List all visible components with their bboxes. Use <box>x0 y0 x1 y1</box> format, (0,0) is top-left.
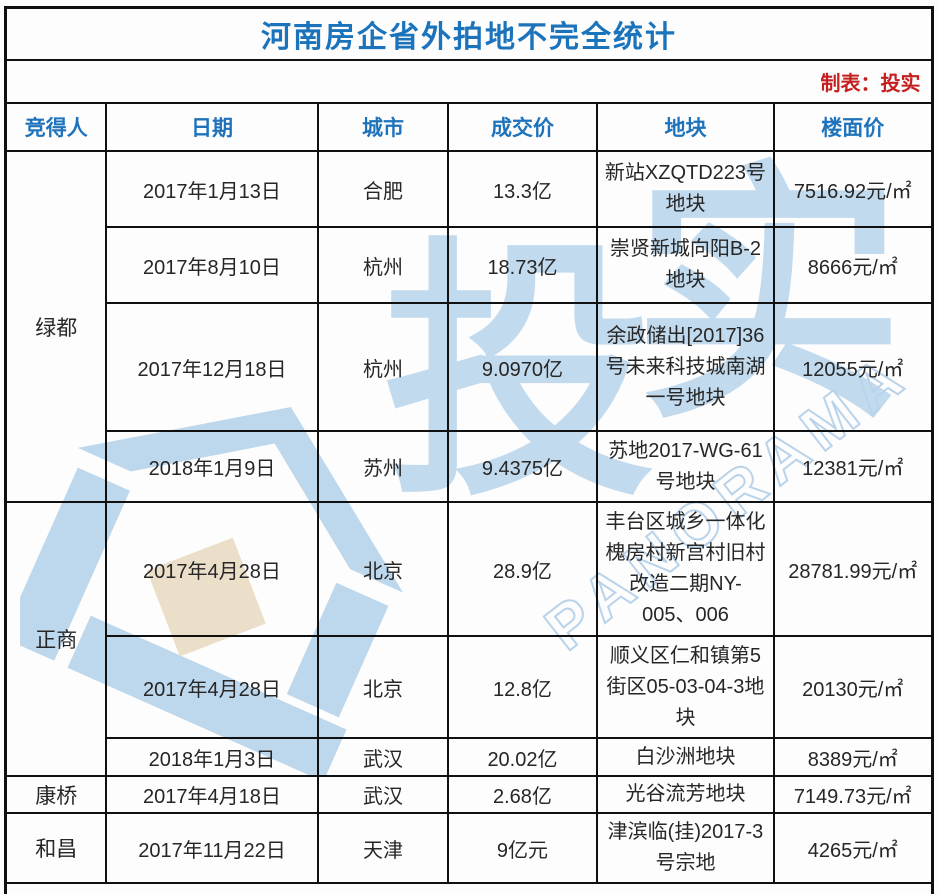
plot-cell: 光谷流芳地块 <box>595 775 775 814</box>
price-cell: 2.68亿 <box>446 775 598 814</box>
price-cell: 9.4375亿 <box>446 430 598 503</box>
col-header-floor-price: 楼面价 <box>772 102 934 152</box>
col-header-plot: 地块 <box>595 102 775 152</box>
table-row: 正商 2017年4月28日 北京 28.9亿 丰台区城乡一体化槐房村新宫村旧村改… <box>4 501 934 777</box>
floor-price-cell: 4265元/㎡ <box>772 812 934 884</box>
date-cell: 2017年12月18日 <box>104 302 319 432</box>
city-cell: 北京 <box>316 501 449 637</box>
floor-price-cell: 28781.99元/㎡ <box>772 501 934 637</box>
price-cell: 13.3亿 <box>446 150 598 228</box>
col-header-winner: 竞得人 <box>4 102 107 152</box>
city-cell: 北京 <box>316 635 449 739</box>
col-header-date: 日期 <box>104 102 319 152</box>
city-cell: 合肥 <box>316 150 449 228</box>
title-row: 河南房企省外拍地不完全统计 <box>4 6 934 61</box>
floor-price-cell: 7516.92元/㎡ <box>772 150 934 228</box>
city-cell: 杭州 <box>316 226 449 304</box>
city-cell: 武汉 <box>316 737 449 777</box>
date-cell: 2018年1月9日 <box>104 430 319 503</box>
price-cell: 18.73亿 <box>446 226 598 304</box>
date-cell: 2017年1月13日 <box>104 150 319 228</box>
date-cell: 2017年4月28日 <box>104 501 319 637</box>
price-cell: 28.9亿 <box>446 501 598 637</box>
price-cell: 20.02亿 <box>446 737 598 777</box>
table-row: 2018年1月9日 苏州 9.4375亿 苏地2017-WG-61号地块 123… <box>6 430 934 503</box>
plot-cell: 新站XZQTD223号地块 <box>595 150 775 228</box>
city-cell: 杭州 <box>316 302 449 432</box>
credit-note: 制表：投实 <box>4 59 934 104</box>
price-cell: 9.0970亿 <box>446 302 598 432</box>
price-cell: 12.8亿 <box>446 635 598 739</box>
floor-price-cell: 7149.73元/㎡ <box>772 775 934 814</box>
plot-cell: 津滨临(挂)2017-3号宗地 <box>595 812 775 884</box>
land-auction-table: 河南房企省外拍地不完全统计 制表：投实 竞得人 日期 城市 成交价 地块 楼面价… <box>4 6 934 894</box>
floor-price-cell: 20130元/㎡ <box>772 635 934 739</box>
date-cell: 2018年1月3日 <box>104 737 319 777</box>
winner-cell: 和昌 <box>4 812 107 884</box>
footer-row: 来源：根据公开信息不完全统计，欢迎补充勘误 <box>4 882 934 894</box>
col-header-price: 成交价 <box>446 102 598 152</box>
winner-cell: 康桥 <box>4 775 107 814</box>
source-note: 来源：根据公开信息不完全统计，欢迎补充勘误 <box>4 882 934 894</box>
plot-cell: 崇贤新城向阳B-2地块 <box>595 226 775 304</box>
credit-row: 制表：投实 <box>4 59 934 104</box>
table-row: 2017年8月10日 杭州 18.73亿 崇贤新城向阳B-2地块 8666元/㎡ <box>6 226 934 304</box>
date-cell: 2017年8月10日 <box>104 226 319 304</box>
date-cell: 2017年4月28日 <box>104 635 319 739</box>
city-cell: 天津 <box>316 812 449 884</box>
table-row: 康桥 2017年4月18日 武汉 2.68亿 光谷流芳地块 7149.73元/㎡ <box>4 775 934 814</box>
date-cell: 2017年4月18日 <box>104 775 319 814</box>
floor-price-cell: 8666元/㎡ <box>772 226 934 304</box>
plot-cell: 顺义区仁和镇第5街区05-03-04-3地块 <box>595 635 775 739</box>
floor-price-cell: 12381元/㎡ <box>772 430 934 503</box>
city-cell: 苏州 <box>316 430 449 503</box>
winner-cell: 正商 <box>4 501 107 777</box>
floor-price-cell: 8389元/㎡ <box>772 737 934 777</box>
header-row: 竞得人 日期 城市 成交价 地块 楼面价 <box>4 102 934 152</box>
table-row: 2017年12月18日 杭州 9.0970亿 余政储出[2017]36号未来科技… <box>6 302 934 432</box>
table-row: 2017年4月28日 北京 12.8亿 顺义区仁和镇第5街区05-03-04-3… <box>6 635 934 739</box>
city-cell: 武汉 <box>316 775 449 814</box>
table-row: 和昌 2017年11月22日 天津 9亿元 津滨临(挂)2017-3号宗地 42… <box>4 812 934 884</box>
price-cell: 9亿元 <box>446 812 598 884</box>
floor-price-cell: 12055元/㎡ <box>772 302 934 432</box>
plot-cell: 丰台区城乡一体化槐房村新宫村旧村改造二期NY-005、006 <box>595 501 775 637</box>
plot-cell: 苏地2017-WG-61号地块 <box>595 430 775 503</box>
plot-cell: 余政储出[2017]36号未来科技城南湖一号地块 <box>595 302 775 432</box>
winner-cell: 绿都 <box>4 150 107 503</box>
plot-cell: 白沙洲地块 <box>595 737 775 777</box>
col-header-city: 城市 <box>316 102 449 152</box>
table-row: 绿都 2017年1月13日 合肥 13.3亿 新站XZQTD223号地块 751… <box>4 150 934 503</box>
page-title: 河南房企省外拍地不完全统计 <box>4 6 934 61</box>
date-cell: 2017年11月22日 <box>104 812 319 884</box>
table-row: 2018年1月3日 武汉 20.02亿 白沙洲地块 8389元/㎡ <box>6 737 934 777</box>
